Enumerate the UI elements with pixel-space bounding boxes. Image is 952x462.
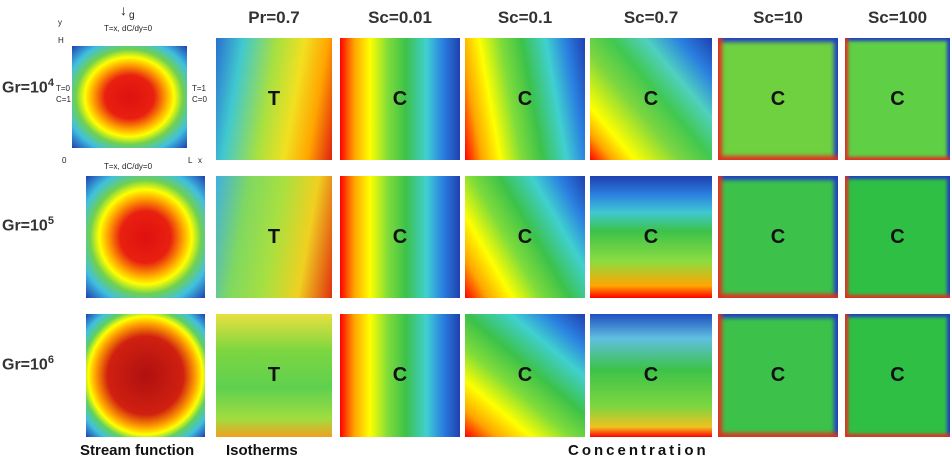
row-label-base: Gr=10	[2, 356, 48, 373]
gravity-arrow: ↓	[120, 2, 127, 18]
stream-function-plot	[72, 46, 187, 148]
axis-label: y	[58, 18, 62, 27]
stream-function-plot	[86, 176, 205, 298]
bc-label: T=x, dC/dy=0	[104, 162, 152, 171]
contour-plot: T	[216, 38, 332, 160]
contour-plot: C	[845, 38, 950, 160]
contour-plot: C	[465, 176, 585, 298]
row-label-exp: 6	[48, 354, 54, 366]
contour-plot: C	[340, 314, 460, 437]
contour-plot: C	[590, 314, 712, 437]
contour-plot: C	[340, 38, 460, 160]
bc-label: T=x, dC/dy=0	[104, 24, 152, 33]
column-header: Sc=100	[845, 8, 950, 28]
contour-plot: C	[590, 176, 712, 298]
row-label-base: Gr=10	[2, 217, 48, 234]
footer-label: Isotherms	[226, 442, 298, 459]
stream-function-plot	[86, 314, 205, 437]
row-label: Gr=106	[2, 354, 80, 374]
axis-label: L	[188, 156, 192, 165]
gravity-label: g	[129, 10, 135, 21]
contour-plot: C	[718, 176, 838, 298]
column-header: Sc=0.1	[465, 8, 585, 28]
row-label-exp: 5	[48, 215, 54, 227]
row-label: Gr=104	[2, 77, 80, 97]
contour-plot: C	[845, 314, 950, 437]
row-label-exp: 4	[48, 77, 54, 89]
row-label: Gr=105	[2, 215, 80, 235]
contour-plot: C	[465, 314, 585, 437]
column-header: Sc=10	[718, 8, 838, 28]
contour-plot: C	[718, 314, 838, 437]
axis-label: 0	[62, 156, 66, 165]
footer-label: Stream function	[80, 442, 194, 459]
column-header: Sc=0.7	[590, 8, 712, 28]
contour-plot: C	[340, 176, 460, 298]
bc-label: T=1	[192, 84, 206, 93]
contour-plot: C	[465, 38, 585, 160]
contour-plot: T	[216, 314, 332, 437]
axis-label: H	[58, 36, 64, 45]
contour-plot: C	[845, 176, 950, 298]
contour-plot: T	[216, 176, 332, 298]
figure: y H 0 L x ↓ g T=x, dC/dy=0 T=x, dC/dy=0 …	[0, 0, 952, 462]
contour-plot: C	[590, 38, 712, 160]
column-header: Sc=0.01	[340, 8, 460, 28]
row-label-base: Gr=10	[2, 79, 48, 96]
bc-label: C=0	[192, 95, 207, 104]
contour-plot: C	[718, 38, 838, 160]
axis-label: x	[198, 156, 202, 165]
column-header: Pr=0.7	[216, 8, 332, 28]
footer-label: Concentration	[568, 442, 709, 459]
